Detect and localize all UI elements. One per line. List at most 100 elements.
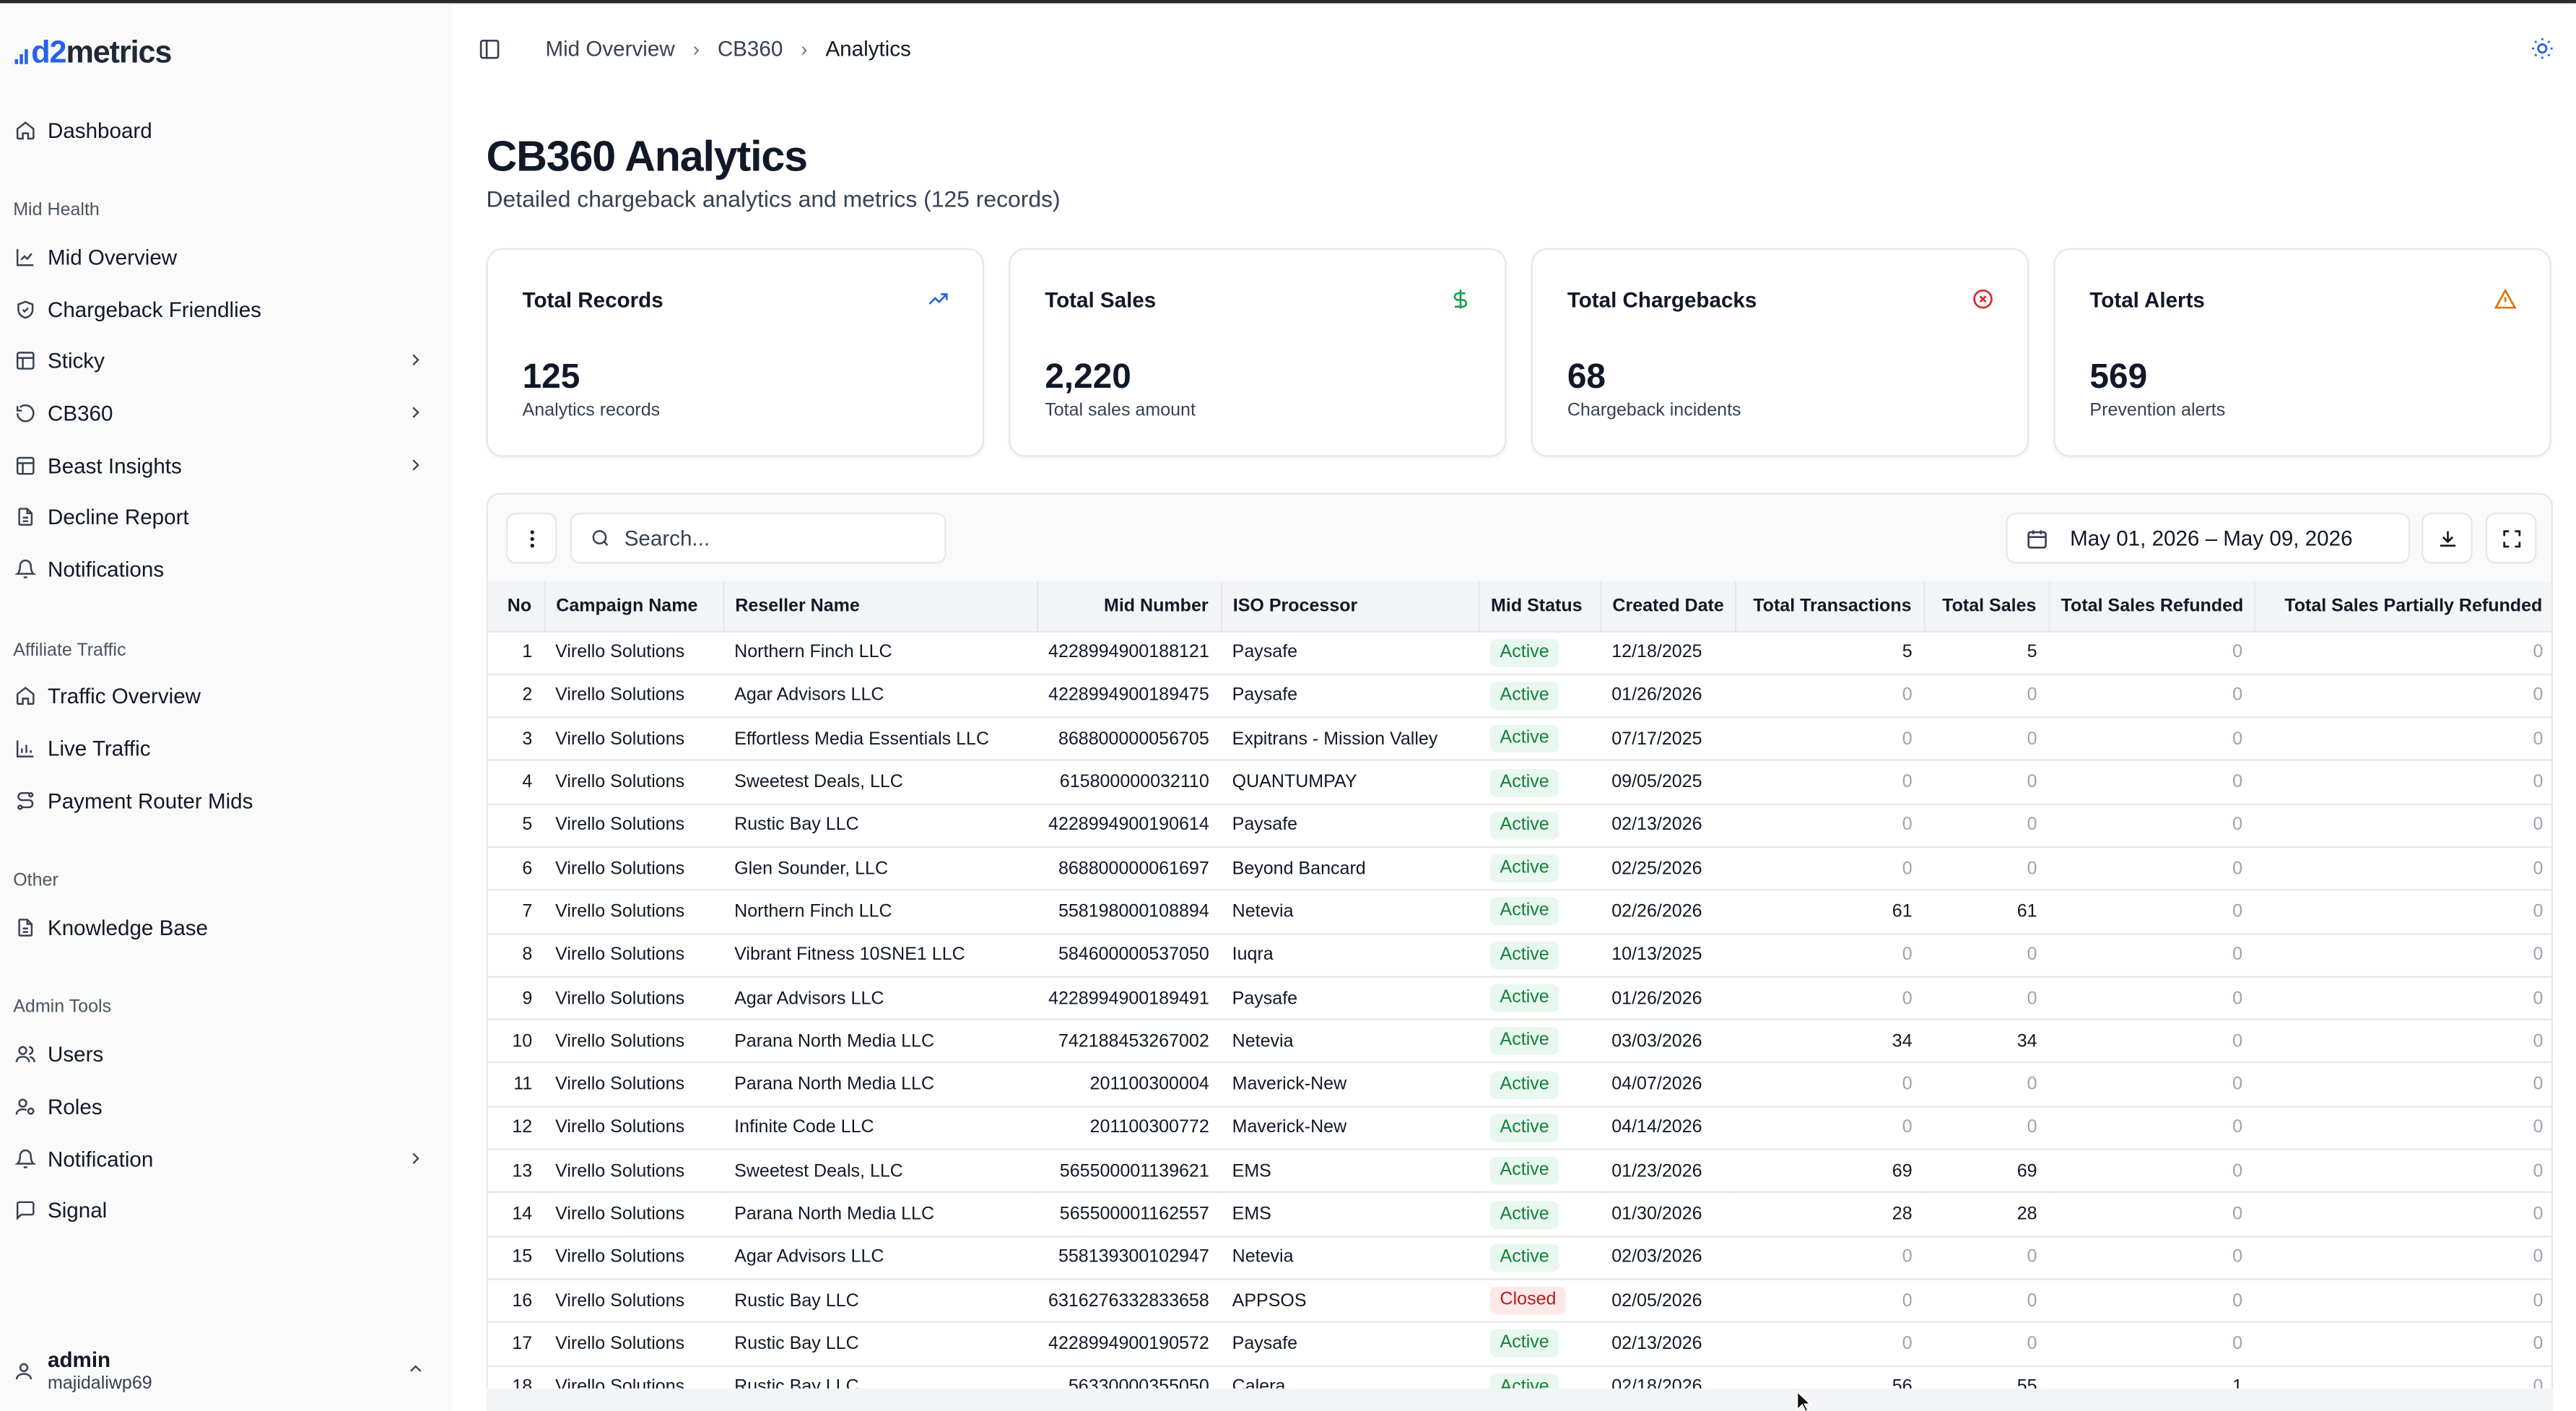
col-total-sales-refunded: 0 — [2048, 1020, 2254, 1064]
col-reseller-name: Rustic Bay LLC — [723, 1322, 1037, 1367]
logo[interactable]: d2metrics — [14, 36, 172, 72]
sidebar-item-sticky[interactable]: Sticky — [0, 337, 452, 383]
trending-up-icon — [928, 293, 948, 305]
table-row[interactable]: 4 Virello Solutions Sweetest Deals, LLC 615… — [487, 760, 2551, 805]
col-mid-status: Active — [1478, 976, 1601, 1021]
header-col-reseller-name[interactable]: Reseller Name — [723, 581, 1037, 632]
col-iso-processor: Netevia — [1220, 1236, 1479, 1280]
more-options-button[interactable] — [505, 512, 557, 564]
table-row[interactable]: 6 Virello Solutions Glen Sounder, LLC 86880… — [487, 846, 2551, 891]
col-total-sales: 0 — [1923, 976, 2049, 1021]
col-campaign-name: Virello Solutions — [544, 1192, 723, 1237]
sidebar-item-cb360[interactable]: CB360 — [0, 389, 452, 435]
x-circle-icon — [1973, 289, 1993, 309]
col-total-transactions: 69 — [1734, 1149, 1924, 1194]
table-row[interactable]: 2 Virello Solutions Agar Advisors LLC 42289… — [487, 674, 2551, 718]
sidebar-item-label: Notifications — [47, 556, 165, 581]
col-total-transactions: 0 — [1734, 1322, 1924, 1367]
col-mid-status: Active — [1478, 630, 1601, 675]
user-email: majidaliwp69 — [47, 1373, 152, 1394]
header-col-mid-number[interactable]: Mid Number — [1036, 581, 1222, 632]
header-col-total-sales-partially-refunded[interactable]: Total Sales Partially Refunded — [2253, 581, 2551, 632]
col-mid-status: Active — [1478, 674, 1601, 718]
user-menu[interactable]: admin majidaliwp69 — [0, 1337, 452, 1403]
breadcrumb-mid-overview[interactable]: Mid Overview — [545, 36, 675, 61]
col-total-sales-refunded: 0 — [2048, 933, 2254, 978]
fullscreen-button[interactable] — [2485, 512, 2537, 564]
section-label-other: Other — [13, 871, 58, 891]
table-row[interactable]: 9 Virello Solutions Agar Advisors LLC 42289… — [487, 976, 2551, 1021]
col-total-sales-refunded: 0 — [2048, 717, 2254, 762]
table-row[interactable]: 3 Virello Solutions Effortless Media Essen… — [487, 717, 2551, 762]
col-total-sales: 0 — [1923, 1063, 2049, 1108]
bar-chart-icon — [14, 737, 36, 759]
header-col-created-date[interactable]: Created Date — [1600, 581, 1736, 632]
sidebar-item-decline-report[interactable]: Decline Report — [0, 493, 452, 539]
table-row[interactable]: 10 Virello Solutions Parana North Media LL… — [487, 1020, 2551, 1064]
sidebar-item-users[interactable]: Users — [0, 1030, 452, 1077]
sidebar-item-traffic-overview[interactable]: Traffic Overview — [0, 672, 452, 718]
sidebar-item-label: Mid Overview — [47, 243, 178, 269]
sidebar-toggle-icon[interactable] — [478, 38, 501, 61]
sidebar-item-payment-router-mids[interactable]: Payment Router Mids — [0, 777, 452, 823]
col-mid-number: 4228994900188121 — [1036, 630, 1221, 675]
breadcrumb-current: Analytics — [825, 36, 911, 61]
table-row[interactable]: 5 Virello Solutions Rustic Bay LLC 42289949… — [487, 804, 2551, 848]
table-row[interactable]: 8 Virello Solutions Vibrant Fitness 10SNE1… — [487, 933, 2551, 978]
col-total-transactions: 0 — [1734, 674, 1924, 718]
status-badge: Active — [1489, 768, 1559, 796]
table-row[interactable]: 11 Virello Solutions Parana North Media LL… — [487, 1063, 2551, 1108]
col-total-sales-refunded: 0 — [2048, 1236, 2254, 1280]
table-row[interactable]: 1 Virello Solutions Northern Finch LLC 4228… — [487, 630, 2551, 675]
col-no: 5 — [487, 804, 544, 848]
search-box[interactable] — [570, 512, 947, 564]
sidebar-item-beast-insights[interactable]: Beast Insights — [0, 442, 452, 488]
col-total-sales-refunded: 0 — [2048, 846, 2254, 891]
sun-icon[interactable] — [2530, 36, 2554, 61]
table-row[interactable]: 17 Virello Solutions Rustic Bay LLC 4228994… — [487, 1322, 2551, 1367]
search-input[interactable] — [624, 526, 921, 551]
sidebar-item-dashboard[interactable]: Dashboard — [0, 107, 452, 153]
header-col-total-sales-refunded[interactable]: Total Sales Refunded — [2048, 581, 2255, 632]
sidebar-item-mid-overview[interactable]: Mid Overview — [0, 233, 452, 279]
sidebar-item-notifications[interactable]: Notifications — [0, 545, 452, 591]
header-col-campaign-name[interactable]: Campaign Name — [544, 581, 724, 632]
header-col-iso-processor[interactable]: ISO Processor — [1220, 581, 1480, 632]
download-button[interactable] — [2421, 512, 2473, 564]
col-mid-number: 6316276332833658 — [1036, 1279, 1221, 1324]
table-row[interactable]: 15 Virello Solutions Agar Advisors LLC 5581… — [487, 1236, 2551, 1280]
col-total-sales-partially-refunded: 0 — [2253, 1020, 2551, 1064]
col-total-sales: 0 — [1923, 846, 2049, 891]
table-row[interactable]: 12 Virello Solutions Infinite Code LLC 2011… — [487, 1106, 2551, 1151]
col-mid-status: Active — [1478, 1149, 1601, 1194]
breadcrumb-cb360[interactable]: CB360 — [717, 36, 783, 61]
col-total-sales-refunded: 0 — [2048, 630, 2254, 675]
card-value: 569 — [2089, 358, 2148, 396]
table-row[interactable]: 13 Virello Solutions Sweetest Deals, LLC 56… — [487, 1149, 2551, 1194]
sidebar-item-knowledge-base[interactable]: Knowledge Base — [0, 904, 452, 950]
table-row[interactable]: 14 Virello Solutions Parana North Media LL… — [487, 1192, 2551, 1237]
analytics-table: No Campaign Name Reseller Name Mid Number IS… — [487, 581, 2551, 1410]
header-col-total-transactions[interactable]: Total Transactions — [1734, 581, 1925, 632]
sidebar-item-chargeback-friendlies[interactable]: Chargeback Friendlies — [0, 286, 452, 332]
card-description: Total sales amount — [1045, 401, 1196, 421]
maximize-icon — [2502, 529, 2520, 547]
sidebar-item-live-traffic[interactable]: Live Traffic — [0, 724, 452, 770]
header-col-no[interactable]: No — [487, 581, 545, 632]
date-range-picker[interactable]: May 01, 2026 – May 09, 2026 — [2006, 512, 2411, 564]
sidebar-item-roles[interactable]: Roles — [0, 1083, 452, 1129]
col-mid-status: Active — [1478, 760, 1601, 805]
col-campaign-name: Virello Solutions — [544, 1106, 723, 1151]
col-created-date: 01/26/2026 — [1600, 976, 1735, 1021]
header-col-mid-status[interactable]: Mid Status — [1478, 581, 1601, 632]
bell-icon — [14, 1147, 37, 1169]
table-row[interactable]: 16 Virello Solutions Rustic Bay LLC 6316276… — [487, 1279, 2551, 1324]
col-mid-status: Active — [1478, 1236, 1601, 1280]
sidebar-item-notification[interactable]: Notification — [0, 1135, 452, 1181]
route-icon — [14, 789, 36, 811]
col-no: 1 — [487, 630, 544, 675]
horizontal-scrollbar[interactable] — [486, 1388, 2554, 1411]
table-row[interactable]: 7 Virello Solutions Northern Finch LLC 5581… — [487, 890, 2551, 934]
sidebar-item-signal[interactable]: Signal — [0, 1186, 452, 1233]
header-col-total-sales[interactable]: Total Sales — [1923, 581, 2050, 632]
